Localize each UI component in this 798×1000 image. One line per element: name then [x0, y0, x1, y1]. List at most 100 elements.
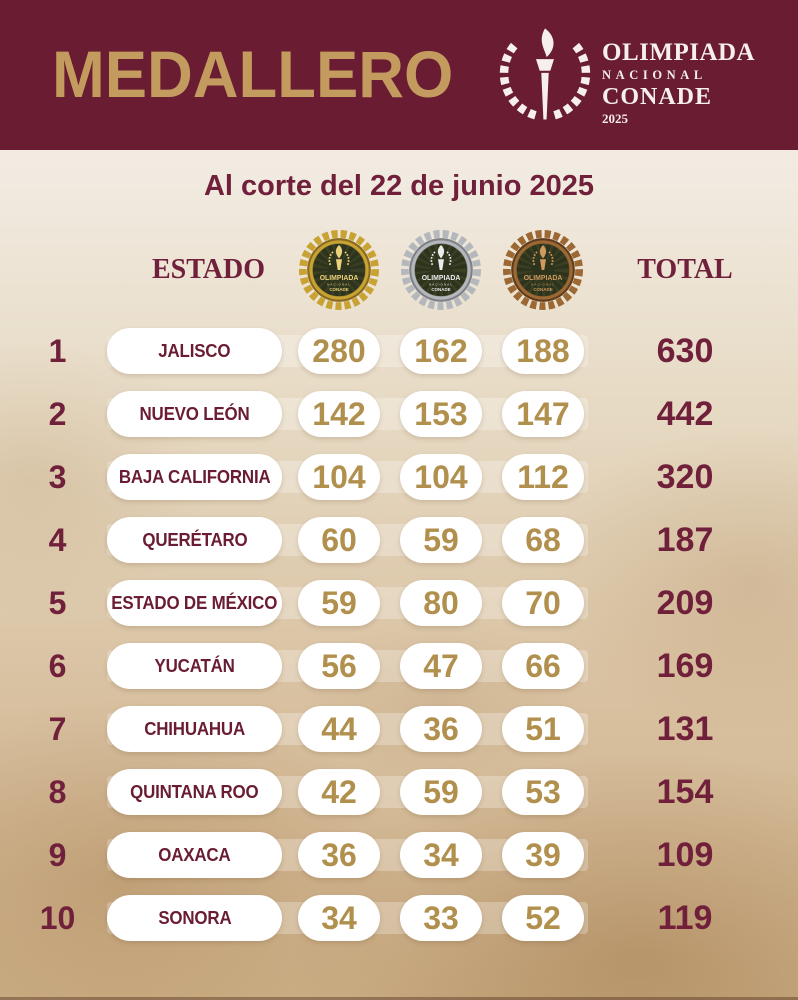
rank-number: 2: [48, 395, 67, 432]
cutoff-date-subtitle: Al corte del 22 de junio 2025: [203, 170, 595, 202]
bottom-edge-divider: [0, 997, 798, 1000]
gold-count-pill: 59: [298, 580, 380, 626]
total-count: 187: [656, 520, 714, 559]
table-row: 7 CHIHUAHUA 44 36 51 131: [20, 706, 770, 752]
state-pill: OAXACA: [107, 832, 282, 878]
state-pill: NUEVO LEÓN: [107, 391, 282, 437]
gold-count-pill: 104: [298, 454, 380, 500]
bronze-count: 51: [525, 710, 561, 747]
gold-count: 44: [321, 710, 357, 747]
silver-count: 80: [423, 584, 459, 621]
bronze-count: 53: [525, 773, 561, 810]
silver-count-pill: 47: [400, 643, 482, 689]
rank-number: 9: [48, 836, 67, 873]
logo-wordmark: OLIMPIADA NACIONAL CONADE 2025: [602, 40, 755, 125]
total-count: 442: [656, 394, 714, 433]
gold-count-pill: 142: [298, 391, 380, 437]
bronze-count-pill: 53: [502, 769, 584, 815]
total-count: 320: [656, 457, 714, 496]
state-pill: QUERÉTARO: [107, 517, 282, 563]
bronze-count-pill: 68: [502, 517, 584, 563]
logo-line-year: 2025: [602, 110, 628, 126]
total-count: 209: [656, 583, 714, 622]
table-row: 3 BAJA CALIFORNIA 104 104 112 320: [20, 454, 770, 500]
bronze-count: 39: [525, 836, 561, 873]
silver-count-pill: 59: [400, 769, 482, 815]
gold-count: 60: [321, 521, 357, 558]
rank-number: 8: [48, 773, 67, 810]
total-count: 630: [656, 331, 714, 370]
table-row: 9 OAXACA 36 34 39 109: [20, 832, 770, 878]
silver-count-pill: 33: [400, 895, 482, 941]
gold-count-pill: 42: [298, 769, 380, 815]
table-row: 2 NUEVO LEÓN 142 153 147 442: [20, 391, 770, 437]
gold-count-pill: 56: [298, 643, 380, 689]
silver-count: 153: [414, 395, 468, 432]
bronze-count-pill: 112: [502, 454, 584, 500]
gold-count-pill: 280: [298, 328, 380, 374]
bronze-count: 112: [517, 458, 569, 495]
gold-count: 34: [321, 899, 357, 936]
rank-number: 7: [48, 710, 67, 747]
gold-count-pill: 60: [298, 517, 380, 563]
silver-count-pill: 153: [400, 391, 482, 437]
silver-count: 34: [423, 836, 459, 873]
bronze-count: 66: [525, 647, 561, 684]
silver-count: 33: [423, 899, 459, 936]
bronze-count-pill: 70: [502, 580, 584, 626]
state-pill: YUCATÁN: [107, 643, 282, 689]
gold-count: 56: [321, 647, 357, 684]
silver-count-pill: 36: [400, 706, 482, 752]
state-pill: CHIHUAHUA: [107, 706, 282, 752]
state-name: JALISCO: [158, 340, 231, 361]
state-pill: SONORA: [107, 895, 282, 941]
silver-count: 104: [414, 458, 468, 495]
logo-line-nacional: NACIONAL: [602, 68, 707, 82]
bronze-count-pill: 147: [502, 391, 584, 437]
silver-count-pill: 80: [400, 580, 482, 626]
silver-medal-icon: [398, 227, 484, 313]
table-row: 10 SONORA 34 33 52 119: [20, 895, 770, 941]
total-column-header: TOTAL: [637, 253, 733, 285]
silver-count: 162: [414, 332, 468, 369]
gold-count: 59: [321, 584, 357, 621]
total-count: 169: [656, 646, 714, 685]
header-banner: MEDALLERO OLIMPIADA NACIONAL CONADE 2025: [0, 0, 798, 150]
bronze-count: 68: [525, 521, 561, 558]
state-column-header: ESTADO: [151, 253, 266, 285]
bronze-count: 147: [516, 395, 570, 432]
state-name: YUCATÁN: [154, 655, 235, 676]
rank-number: 1: [48, 332, 67, 369]
silver-count-pill: 34: [400, 832, 482, 878]
bronze-count-pill: 51: [502, 706, 584, 752]
state-name: QUINTANA ROO: [130, 781, 259, 802]
page-title: MEDALLERO: [52, 37, 454, 111]
conade-logo: OLIMPIADA NACIONAL CONADE 2025: [492, 22, 755, 128]
table-row: 1 JALISCO 280 162 188 630: [20, 328, 770, 374]
gold-count: 142: [312, 395, 366, 432]
silver-count-pill: 59: [400, 517, 482, 563]
bronze-medal-icon: [500, 227, 586, 313]
table-row: 6 YUCATÁN 56 47 66 169: [20, 643, 770, 689]
state-pill: ESTADO DE MÉXICO: [107, 580, 282, 626]
total-count: 131: [656, 709, 714, 748]
silver-count-pill: 162: [400, 328, 482, 374]
gold-count: 36: [321, 836, 357, 873]
total-count: 154: [656, 772, 714, 811]
silver-count: 47: [423, 647, 459, 684]
state-pill: BAJA CALIFORNIA: [107, 454, 282, 500]
state-pill: QUINTANA ROO: [107, 769, 282, 815]
logo-line-conade: CONADE: [602, 83, 713, 110]
state-name: SONORA: [157, 907, 232, 928]
state-name: QUERÉTARO: [141, 529, 248, 550]
bronze-count: 188: [516, 332, 570, 369]
rank-number: 6: [48, 647, 67, 684]
state-pill: JALISCO: [107, 328, 282, 374]
gold-count-pill: 36: [298, 832, 380, 878]
state-name: OAXACA: [158, 844, 231, 865]
standings-rows: 1 JALISCO 280 162 188 630 2 NUEVO LEÓN 1…: [20, 328, 770, 941]
silver-count: 59: [423, 773, 459, 810]
gold-count-pill: 44: [298, 706, 380, 752]
table-header: ESTADO TOTAL: [20, 222, 770, 317]
